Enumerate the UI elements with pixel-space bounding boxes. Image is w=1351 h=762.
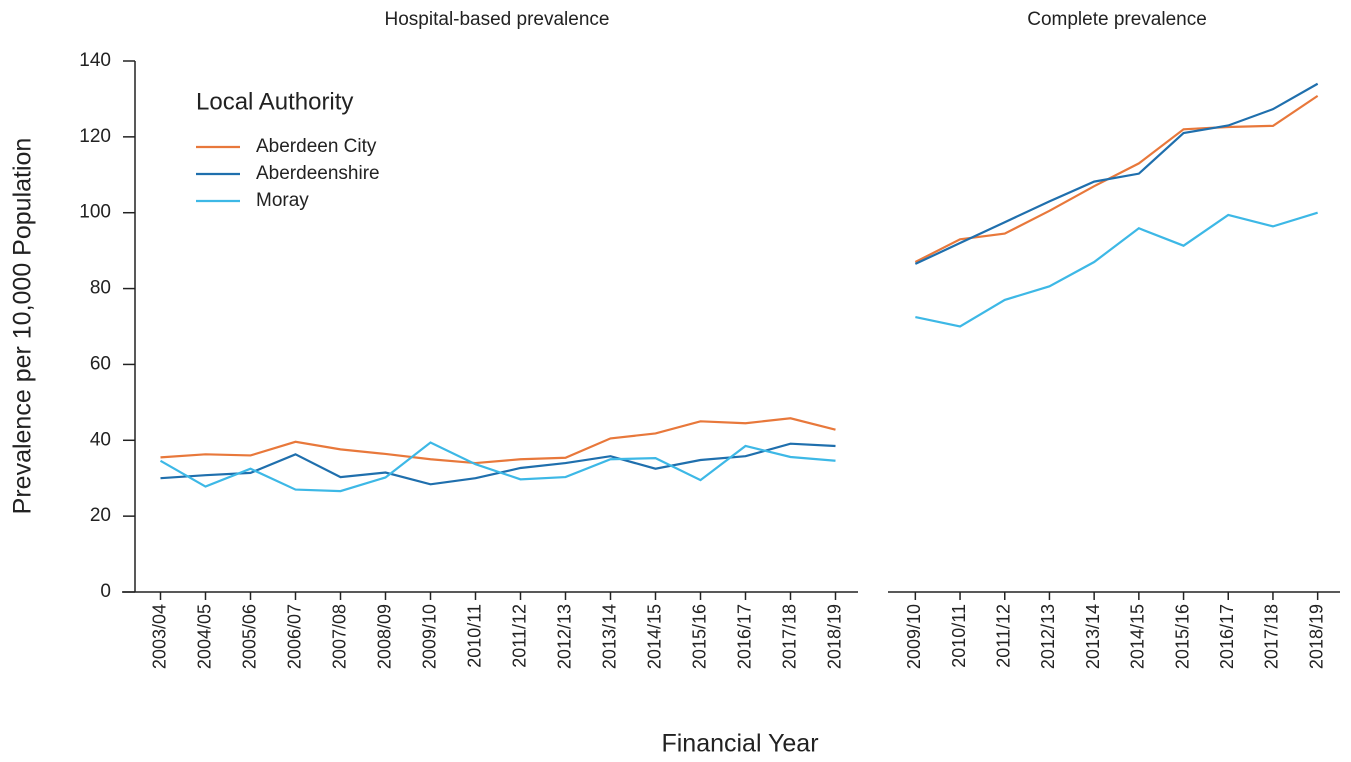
x-tick-label: 2015/16 (1172, 604, 1192, 669)
y-tick-label: 140 (79, 50, 111, 71)
x-tick-label: 2012/13 (1038, 604, 1058, 669)
series-line (914, 82, 1319, 265)
series-line (914, 94, 1319, 264)
x-tick-label: 2016/17 (1217, 604, 1237, 669)
y-tick-label: 20 (90, 505, 111, 526)
x-tick-label: 2016/17 (734, 604, 754, 669)
x-tick-label: 2008/09 (374, 604, 394, 669)
y-tick-label: 40 (90, 429, 111, 450)
x-tick-label: 2003/04 (149, 604, 169, 669)
x-tick-label: 2004/05 (194, 604, 214, 669)
y-tick-label: 120 (79, 126, 111, 147)
x-tick-label: 2013/14 (599, 604, 619, 669)
x-tick-label: 2010/11 (949, 604, 969, 668)
series-line (159, 441, 836, 493)
x-tick-label: 2018/19 (824, 604, 844, 669)
x-tick-label: 2013/14 (1083, 604, 1103, 669)
x-tick-label: 2017/18 (779, 604, 799, 669)
x-tick-label: 2014/15 (644, 604, 664, 669)
x-tick-label: 2014/15 (1128, 604, 1148, 669)
x-tick-label: 2017/18 (1262, 604, 1282, 669)
series-line (915, 211, 1318, 328)
panel-title: Complete prevalence (1027, 9, 1207, 30)
x-tick-label: 2011/12 (509, 604, 529, 668)
legend-title: Local Authority (196, 88, 353, 115)
series-line (160, 442, 836, 486)
x-tick-label: 2005/06 (239, 604, 259, 669)
series-line (160, 417, 836, 465)
x-tick-label: 2007/08 (329, 604, 349, 669)
x-tick-label: 2012/13 (554, 604, 574, 669)
x-tick-label: 2010/11 (464, 604, 484, 668)
y-tick-label: 80 (90, 278, 111, 299)
panel-title: Hospital-based prevalence (385, 9, 610, 30)
x-tick-label: 2009/10 (904, 604, 924, 669)
x-axis-label: Financial Year (661, 730, 818, 758)
y-tick-label: 0 (100, 581, 111, 602)
y-tick-label: 100 (79, 202, 111, 223)
x-tick-label: 2009/10 (419, 604, 439, 669)
legend-label: Aberdeen City (256, 136, 377, 157)
x-tick-label: 2015/16 (689, 604, 709, 669)
y-axis-label: Prevalence per 10,000 Population (9, 138, 37, 515)
y-tick-label: 60 (90, 353, 111, 374)
x-tick-label: 2006/07 (284, 604, 304, 669)
legend-label: Moray (256, 190, 309, 211)
x-tick-label: 2011/12 (994, 604, 1014, 668)
x-tick-label: 2018/19 (1306, 604, 1326, 669)
legend-label: Aberdeenshire (256, 163, 380, 184)
